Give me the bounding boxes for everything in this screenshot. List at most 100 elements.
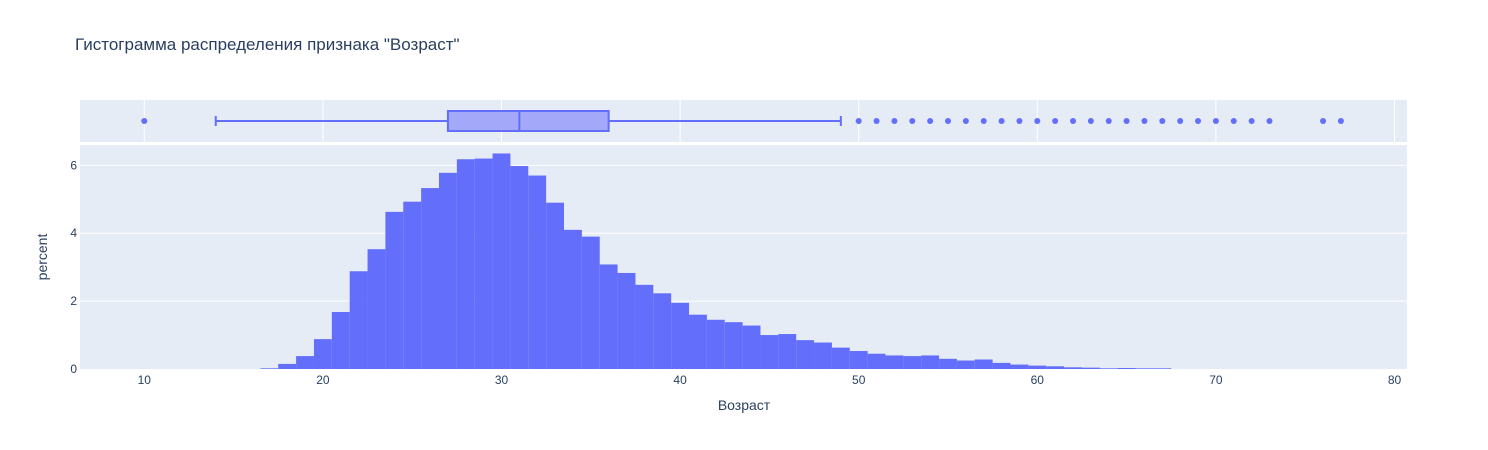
histogram-bar: [1081, 367, 1100, 369]
histogram-bar: [474, 158, 493, 369]
outlier-point: [1034, 118, 1041, 124]
histogram-bar: [689, 314, 707, 369]
histogram-bar: [528, 175, 547, 369]
outlier-point: [1248, 118, 1255, 124]
x-tick-label: 40: [673, 373, 687, 387]
x-axis-ticks: 10 20 30 40 50 60 70 80: [138, 373, 1402, 387]
y-tick-label: 2: [70, 294, 77, 308]
histogram-bar: [1046, 366, 1065, 369]
outlier-point: [944, 118, 951, 124]
histogram-bar: [456, 159, 475, 369]
histogram-bar: [635, 284, 654, 369]
outlier-point: [1177, 118, 1184, 124]
x-axis-title: Возраст: [718, 397, 771, 413]
outlier-point: [1320, 118, 1327, 124]
histogram-bar: [546, 202, 565, 369]
chart-title: Гистограмма распределения признака "Возр…: [75, 35, 460, 54]
box-plot-outliers: [141, 118, 1344, 124]
outlier-point: [1070, 118, 1077, 124]
x-tick-label: 30: [495, 373, 509, 387]
histogram-bar: [653, 293, 672, 369]
histogram-bar: [403, 201, 422, 369]
x-tick-label: 10: [138, 373, 152, 387]
outlier-point: [1141, 118, 1148, 124]
outlier-point: [927, 118, 934, 124]
histogram-bar: [974, 359, 993, 369]
y-axis-title: percent: [34, 234, 50, 281]
box-iqr: [446, 110, 610, 132]
histogram-bar: [296, 356, 314, 369]
histogram-bar: [706, 319, 725, 369]
histogram-bar: [1099, 368, 1118, 369]
outlier-point: [909, 118, 916, 124]
histogram-bar: [671, 302, 690, 369]
y-tick-label: 4: [70, 226, 77, 240]
histogram-bar: [438, 172, 457, 369]
histogram-bar: [742, 325, 761, 369]
histogram-bar: [367, 249, 386, 369]
histogram-bar: [760, 335, 779, 369]
box-plot: [214, 110, 842, 132]
y-tick-label: 0: [70, 362, 77, 376]
outlier-point: [998, 118, 1005, 124]
histogram-bar: [349, 271, 368, 369]
outlier-point: [1212, 118, 1219, 124]
histogram-bar: [921, 355, 940, 369]
histogram-bar: [1135, 368, 1154, 369]
x-tick-label: 50: [852, 373, 866, 387]
y-axis-ticks: 0 2 4 6: [70, 158, 77, 376]
outlier-point: [1337, 118, 1344, 124]
outlier-point: [1087, 118, 1094, 124]
histogram-bar: [956, 360, 975, 369]
histogram-bar: [564, 229, 582, 369]
histogram-bar: [849, 351, 868, 369]
histogram-bar: [939, 358, 957, 369]
outlier-point: [1230, 118, 1237, 124]
x-tick-label: 70: [1209, 373, 1223, 387]
histogram-bar: [278, 363, 297, 369]
histogram-bar: [1028, 365, 1047, 369]
histogram-bars: [260, 153, 1172, 369]
histogram-bar: [1010, 364, 1029, 369]
histogram-bar: [492, 153, 511, 369]
histogram-grid: [80, 164, 1407, 302]
outlier-point: [1159, 118, 1166, 124]
histogram-bar: [1117, 367, 1136, 369]
x-tick-label: 20: [316, 373, 330, 387]
outlier-point: [1266, 118, 1273, 124]
histogram-bar: [421, 188, 439, 369]
histogram-bar: [260, 368, 279, 369]
histogram-bar: [724, 322, 743, 369]
x-tick-label: 60: [1031, 373, 1045, 387]
histogram-bar: [385, 211, 404, 369]
outlier-point: [873, 118, 880, 124]
histogram-bar: [331, 311, 350, 369]
histogram-bar: [992, 362, 1011, 369]
histogram-bar: [581, 236, 600, 369]
outlier-point: [962, 118, 969, 124]
outlier-point: [855, 118, 862, 124]
y-tick-label: 6: [70, 158, 77, 172]
histogram-bar: [617, 272, 636, 369]
outlier-point: [141, 118, 148, 124]
histogram-bar: [831, 347, 850, 369]
outlier-point: [1195, 118, 1202, 124]
x-tick-label: 80: [1388, 373, 1402, 387]
histogram-bar: [1064, 367, 1082, 369]
histogram-bar: [867, 353, 886, 369]
histogram-bar: [885, 355, 904, 369]
histogram-bar: [778, 334, 797, 369]
histogram-bar: [1153, 368, 1172, 369]
histogram-bar: [313, 339, 332, 369]
outlier-point: [891, 118, 898, 124]
outlier-point: [1105, 118, 1112, 124]
outlier-point: [1016, 118, 1023, 124]
histogram-bar: [599, 264, 618, 369]
outlier-point: [980, 118, 987, 124]
histogram-bar: [903, 356, 922, 369]
histogram-bar: [510, 166, 529, 369]
outlier-point: [1052, 118, 1059, 124]
outlier-point: [1123, 118, 1130, 124]
histogram-bar: [814, 342, 832, 369]
